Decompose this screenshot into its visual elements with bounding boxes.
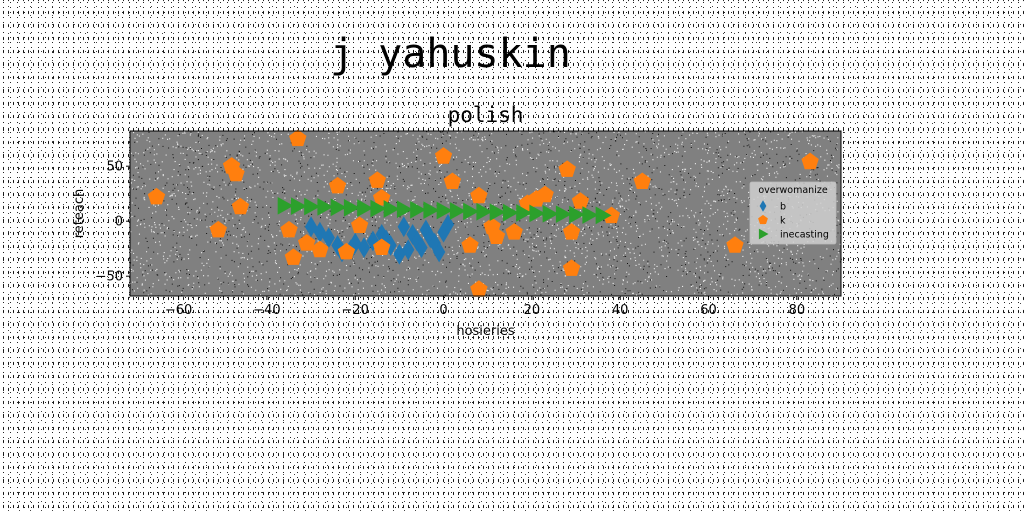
legend-label-b: b — [780, 202, 786, 213]
legend-marker-k — [758, 214, 768, 225]
x-tick-label: 40 — [612, 303, 629, 318]
legend-box — [749, 181, 837, 245]
legend-label-inecasting: inecasting — [780, 230, 829, 241]
point-k-8 — [298, 234, 316, 251]
point-k-1 — [209, 220, 227, 238]
chart-title: polish — [448, 103, 524, 127]
point-k-23 — [505, 223, 523, 240]
legend: overwomanize bk inecasting — [749, 181, 837, 245]
point-inecasting-14 — [463, 202, 480, 221]
point-inecasting-24 — [595, 206, 612, 225]
y-tick-label: 0 — [115, 215, 123, 230]
x-axis-label: hosieries — [456, 324, 515, 339]
y-tick-label: −50 — [96, 270, 123, 285]
point-k-26 — [536, 185, 554, 203]
point-b-21 — [432, 241, 446, 263]
point-inecasting-20 — [542, 204, 559, 223]
point-inecasting-2 — [304, 197, 321, 216]
point-k-17 — [443, 172, 462, 189]
point-inecasting-22 — [569, 205, 586, 224]
legend-label-k: k — [780, 216, 786, 227]
point-k-28 — [562, 223, 581, 240]
point-inecasting-0 — [277, 196, 294, 215]
point-k-3 — [227, 164, 245, 182]
point-k-22 — [487, 227, 506, 244]
point-k-32 — [633, 172, 651, 189]
point-inecasting-13 — [449, 202, 466, 220]
x-tick-label: −20 — [342, 303, 369, 318]
point-inecasting-21 — [555, 205, 572, 224]
point-inecasting-23 — [582, 206, 599, 224]
series-layer — [147, 129, 819, 297]
x-tick-label: 20 — [524, 303, 541, 318]
point-b-14 — [402, 239, 415, 261]
point-inecasting-18 — [516, 204, 533, 222]
legend-items: bk inecasting — [758, 200, 829, 241]
point-k-0 — [147, 187, 166, 205]
point-k-9 — [311, 240, 329, 258]
x-tick-label: −40 — [253, 303, 280, 318]
point-k-34 — [801, 152, 819, 170]
x-tick-label: 0 — [439, 303, 447, 318]
legend-item-b: b — [759, 200, 786, 213]
point-inecasting-16 — [489, 203, 506, 222]
point-k-6 — [284, 248, 303, 265]
point-b-6 — [349, 232, 362, 254]
y-tick-label: 50 — [106, 160, 123, 175]
point-k-14 — [373, 188, 391, 206]
point-k-13 — [368, 171, 386, 188]
point-k-15 — [373, 238, 391, 255]
point-b-7 — [357, 237, 371, 259]
point-k-5 — [280, 220, 298, 238]
x-tick-label: 80 — [789, 303, 806, 318]
point-k-4 — [231, 197, 250, 215]
point-k-18 — [461, 236, 479, 253]
point-inecasting-15 — [476, 202, 493, 221]
legend-item-inecasting: inecasting — [758, 228, 829, 241]
point-inecasting-1 — [290, 197, 307, 215]
legend-item-k: k — [758, 214, 786, 227]
point-inecasting-19 — [529, 204, 546, 223]
legend-marker-b — [759, 200, 767, 212]
point-k-16 — [434, 147, 453, 164]
axes-frame — [129, 130, 842, 297]
point-b-13 — [397, 216, 410, 238]
point-inecasting-5 — [343, 198, 360, 217]
point-inecasting-12 — [436, 201, 453, 220]
point-k-10 — [328, 176, 347, 194]
point-inecasting-11 — [423, 201, 440, 220]
point-inecasting-6 — [357, 199, 374, 217]
series-k — [147, 129, 819, 297]
point-inecasting-10 — [410, 200, 427, 219]
point-b-23 — [441, 214, 455, 235]
point-k-11 — [337, 242, 356, 260]
point-inecasting-9 — [396, 200, 413, 219]
point-k-29 — [562, 259, 581, 276]
point-k-12 — [351, 216, 369, 233]
x-axis-ticks: −60 −40 −20 0 20 40 60 80 — [165, 296, 805, 318]
point-k-7 — [289, 129, 307, 147]
point-inecasting-17 — [502, 203, 519, 222]
legend-marker-inecasting — [758, 228, 769, 240]
series-inecasting — [277, 196, 612, 225]
point-b-2 — [322, 227, 335, 249]
legend-title: overwomanize — [758, 185, 827, 196]
figure-suptitle: j yahuskin — [330, 31, 571, 77]
y-axis-label: reteach — [72, 189, 87, 239]
point-k-30 — [571, 192, 590, 209]
x-tick-label: 60 — [700, 303, 717, 318]
point-inecasting-8 — [383, 200, 400, 218]
point-inecasting-7 — [370, 199, 387, 218]
point-k-33 — [726, 236, 744, 253]
x-tick-label: −60 — [165, 303, 192, 318]
point-k-19 — [470, 186, 488, 204]
point-b-0 — [304, 216, 318, 238]
y-axis-ticks: −50 0 50 — [96, 160, 130, 285]
point-b-17 — [415, 237, 428, 259]
point-inecasting-3 — [317, 198, 334, 216]
point-inecasting-4 — [330, 198, 347, 217]
point-k-27 — [558, 160, 576, 177]
point-b-8 — [366, 230, 380, 252]
